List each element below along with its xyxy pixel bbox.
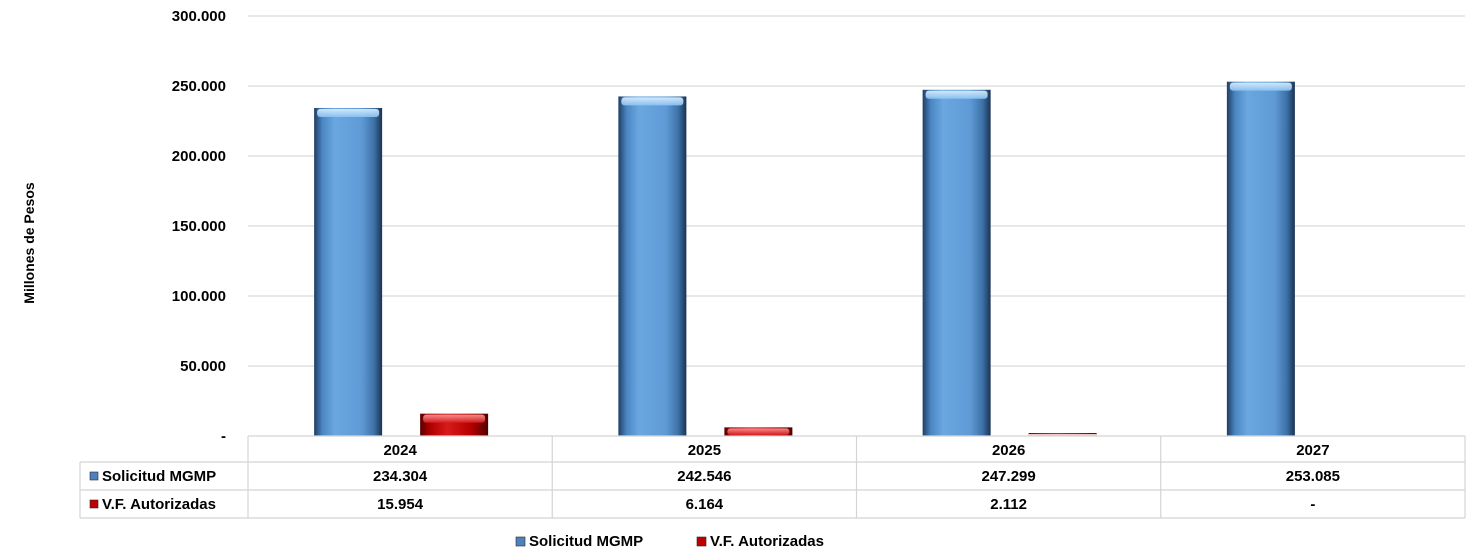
y-tick-label: 100.000 <box>172 288 226 305</box>
legend-label: V.F. Autorizadas <box>710 533 824 550</box>
bar-solicitud-mgmp-2026 <box>923 90 991 436</box>
y-tick-label: 150.000 <box>172 218 226 235</box>
y-tick-label: 300.000 <box>172 8 226 25</box>
bar-highlight <box>926 91 988 99</box>
y-axis-title: Millones de Pesos <box>21 182 37 304</box>
bar-highlight <box>1230 83 1292 91</box>
bar-highlight <box>621 97 683 105</box>
x-tick-label: 2027 <box>1296 442 1329 459</box>
x-tick-label: 2026 <box>992 442 1025 459</box>
table-row-label: V.F. Autorizadas <box>102 496 216 513</box>
legend: Solicitud MGMP V.F. Autorizadas <box>516 533 824 550</box>
bar-highlight <box>727 428 789 435</box>
y-tick-label: 200.000 <box>172 148 226 165</box>
table-legend-key <box>90 472 98 480</box>
legend-swatch <box>697 537 706 546</box>
data-label: 234.304 <box>373 468 428 485</box>
table-legend-key <box>90 500 98 508</box>
data-label: 253.085 <box>1286 468 1340 485</box>
bar-highlight <box>423 415 485 423</box>
y-tick-label: 250.000 <box>172 78 226 95</box>
bars <box>314 82 1295 436</box>
data-label: 242.546 <box>677 468 731 485</box>
y-tick-label: - <box>221 428 226 445</box>
data-label: 15.954 <box>377 496 424 513</box>
data-label: 6.164 <box>686 496 724 513</box>
bar-solicitud-mgmp-2024 <box>314 108 382 436</box>
bar-highlight <box>317 109 379 117</box>
data-label: - <box>1310 496 1315 513</box>
legend-label: Solicitud MGMP <box>529 533 643 550</box>
data-label: 247.299 <box>982 468 1036 485</box>
table-row-label: Solicitud MGMP <box>102 468 216 485</box>
legend-swatch <box>516 537 525 546</box>
x-tick-label: 2025 <box>688 442 721 459</box>
data-label: 2.112 <box>990 496 1027 513</box>
y-axis-ticks: - 50.000 100.000 150.000 200.000 250.000 300.0… <box>172 8 226 445</box>
y-tick-label: 50.000 <box>180 358 226 375</box>
bar-solicitud-mgmp-2025 <box>618 96 686 436</box>
data-table: 2024 2025 2026 2027 Solicitud MGMP 234.304 242… <box>80 436 1465 518</box>
x-tick-label: 2024 <box>383 442 417 459</box>
bar-solicitud-mgmp-2027 <box>1227 82 1295 436</box>
